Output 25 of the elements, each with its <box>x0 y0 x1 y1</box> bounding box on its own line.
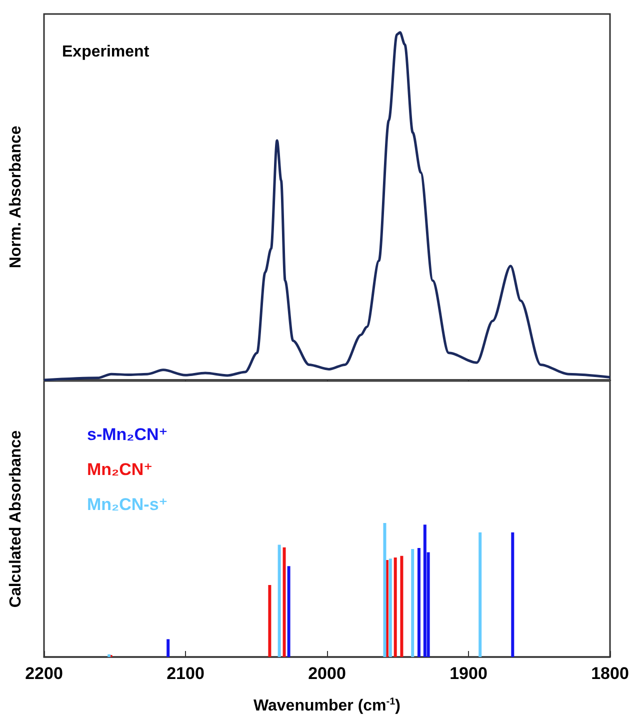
x-tick-label: 2100 <box>166 664 204 683</box>
y-axis-title: Norm. Absorbance <box>8 126 24 268</box>
bar <box>278 544 281 657</box>
x-tick-label: 2200 <box>25 664 63 683</box>
y-axis-title: Calculated Absorbance <box>8 430 24 608</box>
bar <box>423 524 426 657</box>
x-tick-label: 2000 <box>308 664 346 683</box>
text: Mn₂CN⁺ <box>87 460 153 479</box>
bar <box>388 558 392 657</box>
bar <box>417 548 420 657</box>
bar <box>383 523 386 657</box>
bar <box>511 532 514 657</box>
bar <box>478 532 482 657</box>
x-tick-label: 1800 <box>591 664 629 683</box>
bar <box>400 556 404 657</box>
bar <box>411 549 414 657</box>
bar <box>282 547 286 657</box>
bar <box>166 639 170 657</box>
text: s-Mn₂CN⁺ <box>87 425 168 444</box>
bar <box>268 585 272 657</box>
bar <box>394 557 397 657</box>
annotation: Experiment <box>62 44 150 60</box>
x-tick-label: 1900 <box>450 664 488 683</box>
bar <box>287 566 290 657</box>
text: Mn₂CN-s⁺ <box>87 495 168 514</box>
